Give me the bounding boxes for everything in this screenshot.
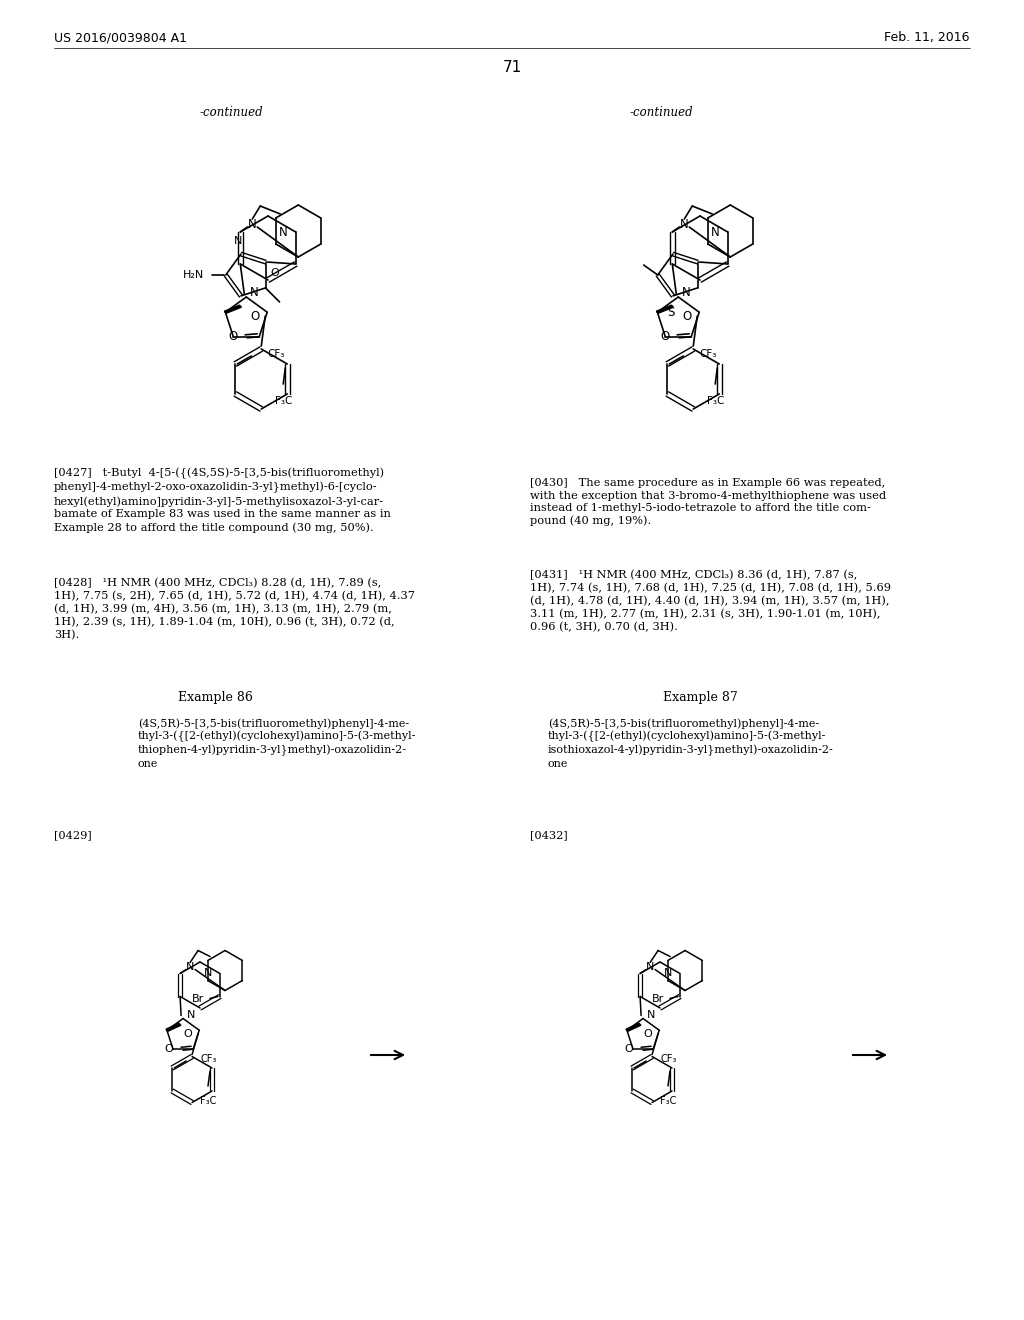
Text: O: O [660, 330, 670, 343]
Text: H₂N: H₂N [182, 271, 204, 280]
Text: Br: Br [191, 994, 204, 1005]
Text: O: O [250, 310, 259, 322]
Text: Example 86: Example 86 [177, 692, 253, 705]
Text: [0427]   t-Butyl  4-[5-({(4S,5S)-5-[3,5-bis(trifluoromethyl)
phenyl]-4-methyl-2-: [0427] t-Butyl 4-[5-({(4S,5S)-5-[3,5-bis… [54, 469, 391, 532]
Text: -continued: -continued [630, 106, 693, 119]
Text: [0432]: [0432] [530, 830, 567, 840]
Text: O: O [270, 268, 280, 279]
Text: O: O [643, 1030, 652, 1039]
Text: O: O [164, 1044, 173, 1055]
Text: N: N [186, 961, 195, 972]
Text: O: O [183, 1030, 193, 1039]
Text: US 2016/0039804 A1: US 2016/0039804 A1 [54, 32, 187, 45]
Text: F₃C: F₃C [659, 1096, 676, 1106]
Text: [0428]   ¹H NMR (400 MHz, CDCl₃) 8.28 (d, 1H), 7.89 (s,
1H), 7.75 (s, 2H), 7.65 : [0428] ¹H NMR (400 MHz, CDCl₃) 8.28 (d, … [54, 578, 415, 640]
Text: [0431]   ¹H NMR (400 MHz, CDCl₃) 8.36 (d, 1H), 7.87 (s,
1H), 7.74 (s, 1H), 7.68 : [0431] ¹H NMR (400 MHz, CDCl₃) 8.36 (d, … [530, 570, 891, 632]
Text: N: N [233, 236, 242, 246]
Text: 71: 71 [503, 61, 521, 75]
Polygon shape [656, 305, 674, 313]
Text: S: S [668, 306, 675, 319]
Text: F₃C: F₃C [707, 396, 724, 407]
Text: O: O [625, 1044, 633, 1055]
Text: F₃C: F₃C [200, 1096, 216, 1106]
Text: N: N [248, 218, 257, 231]
Text: N: N [250, 285, 259, 298]
Text: [0430]   The same procedure as in Example 66 was repeated,
with the exception th: [0430] The same procedure as in Example … [530, 478, 886, 527]
Text: N: N [279, 226, 288, 239]
Text: N: N [646, 961, 654, 972]
Polygon shape [166, 1023, 181, 1031]
Text: Example 87: Example 87 [663, 692, 737, 705]
Text: CF₃: CF₃ [699, 348, 717, 359]
Text: N: N [711, 226, 720, 239]
Text: Br: Br [651, 994, 664, 1005]
Polygon shape [224, 305, 242, 313]
Text: Feb. 11, 2016: Feb. 11, 2016 [885, 32, 970, 45]
Text: F₃C: F₃C [274, 396, 292, 407]
Text: (4S,5R)-5-[3,5-bis(trifluoromethyl)phenyl]-4-me-
thyl-3-({[2-(ethyl)(cyclohexyl): (4S,5R)-5-[3,5-bis(trifluoromethyl)pheny… [548, 718, 834, 768]
Text: N: N [682, 285, 691, 298]
Text: -continued: -continued [200, 106, 263, 119]
Text: O: O [228, 330, 238, 343]
Text: CF₃: CF₃ [267, 348, 285, 359]
Text: [0429]: [0429] [54, 830, 92, 840]
Text: N: N [647, 1010, 655, 1019]
Text: O: O [682, 310, 691, 322]
Text: CF₃: CF₃ [200, 1053, 216, 1064]
Text: N: N [664, 969, 672, 978]
Text: N: N [680, 218, 689, 231]
Text: CF₃: CF₃ [660, 1053, 677, 1064]
Text: (4S,5R)-5-[3,5-bis(trifluoromethyl)phenyl]-4-me-
thyl-3-({[2-(ethyl)(cyclohexyl): (4S,5R)-5-[3,5-bis(trifluoromethyl)pheny… [138, 718, 417, 768]
Polygon shape [626, 1023, 641, 1031]
Text: N: N [204, 969, 212, 978]
Text: N: N [187, 1010, 196, 1019]
